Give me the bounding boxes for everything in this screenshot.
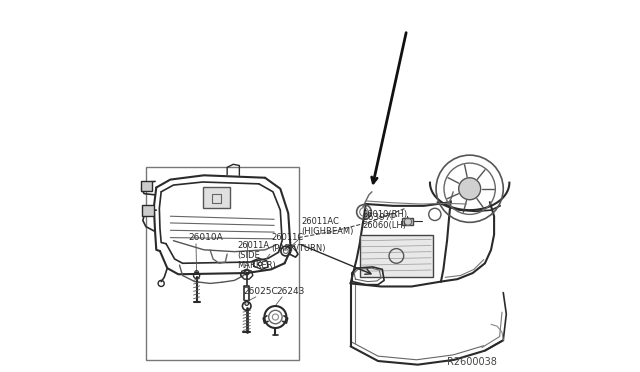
Text: 26025C: 26025C — [244, 287, 278, 296]
Text: 26010(RH)
26060(LH): 26010(RH) 26060(LH) — [363, 210, 408, 230]
Bar — [403, 218, 413, 225]
Text: 26010A: 26010A — [189, 234, 223, 243]
Text: 26011C
(PARK/TURN): 26011C (PARK/TURN) — [271, 234, 326, 253]
Bar — [141, 205, 154, 216]
Bar — [141, 182, 152, 191]
Circle shape — [245, 302, 248, 305]
Text: 26011AC
(HIGHBEAM): 26011AC (HIGHBEAM) — [301, 217, 354, 236]
Bar — [146, 167, 299, 360]
Text: 26397P: 26397P — [363, 213, 397, 222]
Circle shape — [459, 178, 481, 200]
Bar — [203, 187, 230, 208]
Text: 26243: 26243 — [276, 287, 305, 296]
Bar — [360, 235, 433, 277]
Text: R2600038: R2600038 — [447, 357, 497, 367]
Text: 26011A
(SIDE
MARKER): 26011A (SIDE MARKER) — [237, 241, 276, 270]
